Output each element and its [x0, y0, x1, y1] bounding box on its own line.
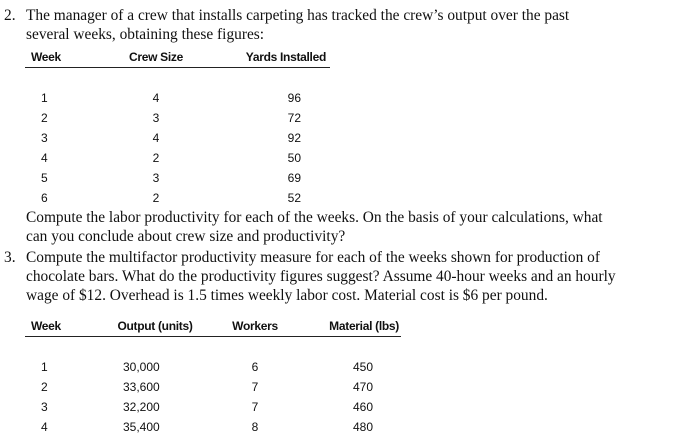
week-cell: 6 — [41, 191, 48, 205]
workers-cell: 6 — [251, 360, 259, 374]
problem-2-number: 2. — [4, 7, 16, 24]
material-cell: 470 — [352, 380, 373, 394]
table-row: 6 2 52 — [25, 188, 330, 208]
table-header-row: Week Output (units) Workers Material (lb… — [25, 315, 401, 337]
material-cell: 460 — [352, 400, 373, 414]
material-cell: 480 — [352, 420, 373, 434]
week-cell: 3 — [41, 131, 48, 145]
output-cell: 33,600 — [123, 380, 160, 394]
column-header-week: Week — [25, 315, 103, 337]
crew-size-cell: 4 — [152, 91, 160, 105]
output-cell: 32,200 — [123, 400, 160, 414]
table-row: 3 4 92 — [25, 128, 330, 148]
table-row: 2 3 72 — [25, 108, 330, 128]
table-header-row: Week Crew Size Yards Installed — [25, 46, 330, 68]
crew-size-cell: 2 — [152, 151, 160, 165]
chocolate-production-table: Week Output (units) Workers Material (lb… — [25, 315, 401, 437]
week-cell: 3 — [41, 400, 48, 414]
week-cell: 4 — [41, 151, 48, 165]
week-cell: 2 — [41, 111, 48, 125]
yards-cell: 50 — [287, 151, 301, 165]
week-cell: 2 — [41, 380, 48, 394]
crew-size-cell: 3 — [152, 111, 160, 125]
table-row: 2 33,600 7 470 — [25, 377, 401, 397]
table-row: 1 30,000 6 450 — [25, 357, 401, 377]
yards-cell: 72 — [287, 111, 301, 125]
workers-cell: 7 — [251, 380, 259, 394]
crew-size-cell: 3 — [152, 171, 160, 185]
table-row: 3 32,200 7 460 — [25, 397, 401, 417]
problem-2: 2. The manager of a crew that installs c… — [4, 6, 689, 44]
workers-cell: 7 — [251, 400, 259, 414]
table-row: 5 3 69 — [25, 168, 330, 188]
week-cell: 1 — [41, 91, 48, 105]
column-header-output: Output (units) — [103, 315, 207, 337]
column-header-yards-installed: Yards Installed — [201, 46, 330, 68]
yards-cell: 69 — [287, 171, 301, 185]
column-header-workers: Workers — [207, 315, 303, 337]
problem-2-question-block: Compute the labor productivity for each … — [4, 208, 689, 246]
problem-3-number: 3. — [4, 249, 16, 266]
yards-cell: 92 — [287, 131, 301, 145]
material-cell: 450 — [352, 360, 373, 374]
week-cell: 4 — [41, 420, 48, 434]
week-cell: 5 — [41, 171, 48, 185]
yards-cell: 96 — [287, 91, 301, 105]
week-cell: 1 — [41, 360, 48, 374]
crew-size-cell: 2 — [152, 191, 160, 205]
workers-cell: 8 — [251, 420, 259, 434]
problem-2-intro: The manager of a crew that installs carp… — [26, 7, 570, 43]
output-cell: 30,000 — [123, 360, 160, 374]
table-row: 1 4 96 — [25, 88, 330, 108]
column-header-crew-size: Crew Size — [111, 46, 201, 68]
table-row: 4 2 50 — [25, 148, 330, 168]
problem-3-text: Compute the multifactor productivity mea… — [26, 249, 616, 304]
problem-2-question: Compute the labor productivity for each … — [26, 209, 603, 245]
output-cell: 35,400 — [123, 420, 160, 434]
table-row: 4 35,400 8 480 — [25, 417, 401, 437]
crew-size-cell: 4 — [152, 131, 160, 145]
crew-output-table: Week Crew Size Yards Installed 1 4 96 2 … — [25, 46, 330, 208]
column-header-material: Material (lbs) — [303, 315, 401, 337]
problem-3: 3. Compute the multifactor productivity … — [4, 248, 689, 305]
yards-cell: 52 — [287, 191, 301, 205]
column-header-week: Week — [25, 46, 111, 68]
